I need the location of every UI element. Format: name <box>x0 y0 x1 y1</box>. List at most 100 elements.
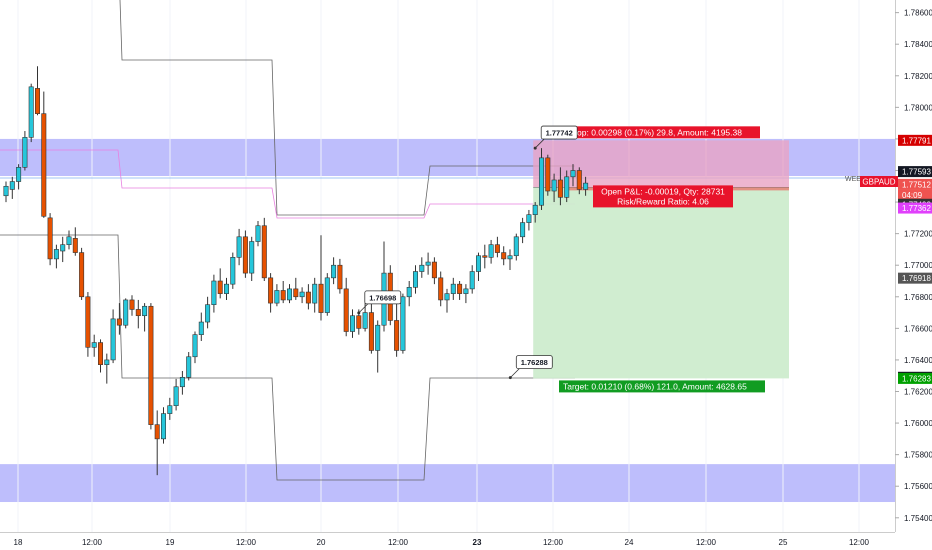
stop-label: Stop: 0.00298 (0.17%) 29.8, Amount: 4195… <box>566 126 760 139</box>
candle-body <box>154 424 160 440</box>
stop-zone[interactable] <box>533 140 789 188</box>
callout-box <box>540 125 578 140</box>
price-badge-bg <box>898 134 932 146</box>
candle-body <box>280 290 286 301</box>
candle-26 <box>167 397 173 420</box>
candle-58 <box>368 303 374 354</box>
candle-body <box>3 185 9 197</box>
callout-anchor <box>508 376 512 380</box>
x-tick-label: 12:00 <box>388 538 409 547</box>
candle-body <box>375 324 381 351</box>
annotations-layer[interactable]: 1.77742 1.76698 1.76288 <box>357 125 578 380</box>
candle-29 <box>186 352 192 381</box>
candle-body <box>274 290 280 304</box>
price-badge-text: 1.77512 <box>902 180 931 189</box>
candle-body <box>60 244 66 252</box>
candle-body <box>394 320 400 351</box>
candle-71 <box>450 277 456 300</box>
candle-body <box>261 225 267 279</box>
candle-body <box>576 170 582 190</box>
y-tick-label: 1.78000 <box>904 103 932 112</box>
pnl-label-bg <box>593 185 733 208</box>
candle-body <box>469 271 475 290</box>
candle-60 <box>381 241 387 332</box>
candle-body <box>444 293 450 301</box>
candle-34 <box>217 268 223 299</box>
candle-27 <box>173 378 179 411</box>
candle-62 <box>394 296 400 357</box>
y-tick-label: 1.76400 <box>904 356 932 365</box>
price-badge-bg <box>898 272 932 284</box>
candle-20 <box>129 295 135 316</box>
candle-31 <box>198 312 204 341</box>
candle-53 <box>337 258 343 294</box>
candle-80 <box>507 249 513 270</box>
candle-88 <box>557 167 563 206</box>
candle-body <box>135 309 141 317</box>
price-callout-0[interactable]: 1.77742 <box>533 125 578 150</box>
candle-91 <box>576 167 582 195</box>
candle-body <box>299 291 305 298</box>
candle-body <box>400 296 406 351</box>
candle-7 <box>47 213 53 266</box>
x-tick-label: 18 <box>14 538 23 547</box>
callout-text: 1.76288 <box>521 358 548 367</box>
candle-5 <box>34 66 40 116</box>
candle-body <box>16 167 22 182</box>
candle-body <box>293 288 299 298</box>
candle-32 <box>205 296 211 329</box>
price-badge-text: 1.77593 <box>902 168 931 177</box>
candle-body <box>349 315 355 332</box>
candle-body <box>488 244 494 258</box>
candle-body <box>72 238 78 253</box>
stop-label-bg <box>566 126 760 139</box>
symbol-badge: GBPAUD <box>860 176 898 187</box>
candle-body <box>438 277 444 301</box>
candle-79 <box>501 246 507 266</box>
callout-text: 1.77742 <box>546 129 573 138</box>
candle-body <box>331 264 337 279</box>
target-label: Target: 0.01210 (0.68%) 121.0, Amount: 4… <box>559 380 765 393</box>
candle-body <box>22 137 28 168</box>
candle-25 <box>161 407 167 444</box>
position-tool[interactable]: Stop: 0.00298 (0.17%) 29.8, Amount: 4195… <box>533 126 789 393</box>
candle-47 <box>299 287 305 304</box>
candle-body <box>337 264 343 290</box>
candle-body <box>34 88 40 114</box>
y-tick-label: 1.75600 <box>904 482 932 491</box>
candle-76 <box>482 244 488 269</box>
x-tick-label: 25 <box>779 538 788 547</box>
y-tick-label: 1.78200 <box>904 72 932 81</box>
candle-body <box>110 318 116 361</box>
candle-68 <box>431 257 437 285</box>
candle-87 <box>551 173 557 203</box>
candle-body <box>116 318 122 326</box>
candle-body <box>217 280 223 294</box>
candle-57 <box>362 299 368 332</box>
candle-13 <box>85 292 91 357</box>
x-tick-label: 12:00 <box>236 538 257 547</box>
candle-8 <box>53 244 59 269</box>
symbol-badge-text: GBPAUD <box>862 178 895 187</box>
price-callout-1[interactable]: 1.76698 <box>357 290 402 315</box>
candle-42 <box>268 273 274 313</box>
y-tick-label: 1.77200 <box>904 230 932 239</box>
price-badge-5: 1.77362 <box>898 202 932 214</box>
candle-body <box>475 255 481 272</box>
weekly-low-line <box>0 234 575 481</box>
candle-85 <box>538 148 544 210</box>
stop-label-text: Stop: 0.00298 (0.17%) 29.8, Amount: 4195… <box>569 127 742 137</box>
time-axis[interactable]: 18 12:00 19 12:00 20 12:00 23 12:00 24 12:00 25 12:… <box>0 532 932 550</box>
candle-72 <box>457 280 463 300</box>
candle-body <box>249 241 255 274</box>
callout-box <box>515 355 553 370</box>
price-callout-2[interactable]: 1.76288 <box>508 355 553 380</box>
target-zone[interactable] <box>533 187 789 379</box>
callout-pointer <box>358 302 370 314</box>
candle-54 <box>343 277 349 337</box>
candle-66 <box>419 257 425 278</box>
candle-10 <box>66 230 72 250</box>
candle-9 <box>60 236 66 263</box>
candle-body <box>538 157 544 206</box>
